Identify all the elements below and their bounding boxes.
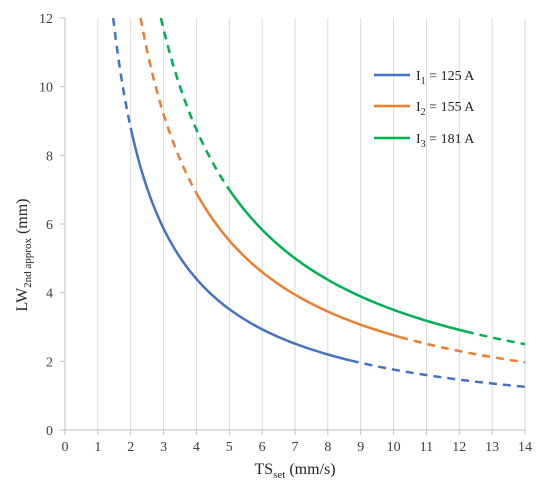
- legend-label-1: I1 = 125 A: [416, 69, 475, 87]
- series-2-dashed-right: [399, 335, 526, 364]
- series-1-dashed-left: [111, 17, 132, 129]
- series-2-dashed-left: [139, 17, 198, 194]
- x-tick-label: 8: [324, 440, 331, 455]
- series-1: [111, 17, 526, 389]
- x-axis-title: TSset (mm/s): [254, 461, 335, 481]
- x-tick-label: 5: [226, 440, 233, 455]
- x-tick-label: 14: [518, 440, 532, 455]
- y-tick-label: 0: [46, 424, 53, 439]
- legend-label-2: I2 = 155 A: [416, 100, 475, 118]
- series-3-dashed-left: [159, 17, 231, 191]
- series-lines: [111, 17, 526, 389]
- y-tick-label: 4: [46, 287, 53, 302]
- series-2: [139, 17, 526, 364]
- y-axis-title: LW2nd approx (mm): [14, 198, 34, 311]
- x-axis-title-sub: set: [273, 469, 285, 481]
- x-tick-label: 12: [452, 440, 466, 455]
- series-1-dashed-right: [350, 359, 526, 389]
- x-tick-label: 2: [127, 440, 134, 455]
- x-tick-label: 0: [62, 440, 69, 455]
- x-tick-label: 7: [292, 440, 299, 455]
- x-tick-label: 1: [94, 440, 101, 455]
- x-tick-label: 10: [387, 440, 401, 455]
- y-tick-label: 6: [46, 218, 53, 233]
- y-tick-label: 10: [39, 81, 53, 96]
- x-axis-title-unit: (mm/s): [285, 461, 335, 478]
- y-tick-label: 2: [46, 355, 53, 370]
- x-tick-label: 3: [160, 440, 167, 455]
- x-axis-title-main: TS: [254, 461, 273, 478]
- x-tick-label: 9: [357, 440, 364, 455]
- y-tick-label: 12: [39, 12, 53, 27]
- x-tick-label: 4: [193, 440, 200, 455]
- legend-item-3: I3 = 181 A: [374, 132, 475, 150]
- legend: I1 = 125 A I2 = 155 A I3 = 181 A: [374, 69, 475, 150]
- x-tick-label: 13: [485, 440, 499, 455]
- y-axis-title-main: LW: [14, 287, 31, 312]
- x-tick-label: 6: [259, 440, 266, 455]
- y-axis-title-unit: (mm): [14, 198, 31, 238]
- series-3: [159, 17, 526, 346]
- series-1-solid: [129, 127, 352, 362]
- series-3-dashed-right: [465, 330, 526, 346]
- y-tick-label: 8: [46, 149, 53, 164]
- legend-item-2: I2 = 155 A: [374, 100, 475, 118]
- series-2-solid: [195, 192, 401, 339]
- y-axis-title-sub: 2nd approx: [22, 238, 34, 288]
- axes: [60, 17, 526, 435]
- legend-item-1: I1 = 125 A: [374, 69, 475, 87]
- x-tick-label: 11: [420, 440, 433, 455]
- series-3-solid: [228, 188, 467, 333]
- legend-label-3: I3 = 181 A: [416, 132, 475, 150]
